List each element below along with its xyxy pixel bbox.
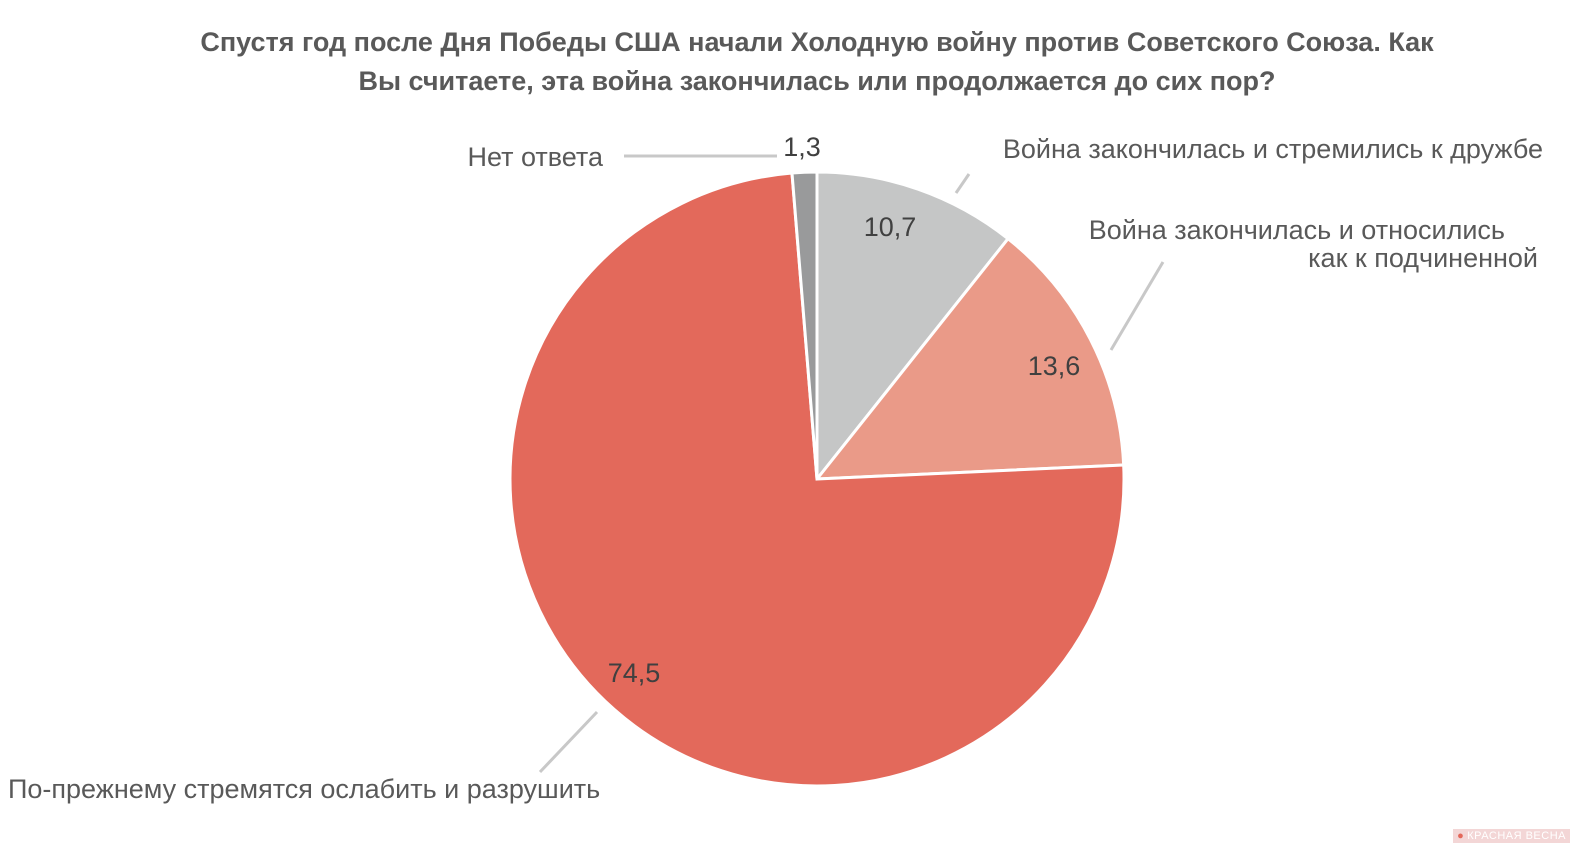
category-label-4: Нет ответа	[467, 142, 603, 172]
watermark-text: КРАСНАЯ ВЕСНА	[1467, 830, 1566, 842]
pie-slice-3	[508, 171, 1126, 788]
chart-title: Спустя год после Дня Победы США начали Х…	[200, 27, 1434, 96]
value-labels: 10,7 13,6 74,5 1,3	[608, 132, 1081, 688]
category-label-3-line-1: По-прежнему стремятся ослабить и разруши…	[8, 774, 600, 804]
category-label-1: Война закончилась и стремились к дружбе	[1003, 134, 1543, 164]
leader-line-3	[538, 710, 599, 774]
watermark-badge: ● КРАСНАЯ ВЕСНА	[1453, 829, 1570, 843]
pie-slice-2	[813, 236, 1126, 481]
leader-line-1	[954, 173, 971, 194]
chart-title-line-2: Вы считаете, эта война закончилась или п…	[358, 66, 1275, 96]
category-label-1-line-1: Война закончилась и стремились к дружбе	[1003, 134, 1543, 164]
leader-line-2	[1109, 261, 1165, 351]
pie-slices	[508, 170, 1126, 788]
category-labels: Война закончилась и стремились к дружбе В…	[8, 134, 1543, 804]
value-label-3: 74,5	[608, 658, 661, 688]
pie-slice-1	[815, 170, 1011, 484]
value-label-2: 13,6	[1028, 351, 1081, 381]
category-label-4-line-1: Нет ответа	[467, 142, 603, 172]
value-label-1: 10,7	[864, 212, 917, 242]
category-label-2: Война закончилась и относились как к подч…	[1089, 215, 1538, 273]
category-label-2-line-1: Война закончилась и относились	[1089, 215, 1505, 245]
category-label-3: По-прежнему стремятся ослабить и разруши…	[8, 774, 600, 804]
leader-lines	[538, 154, 1165, 774]
category-label-2-line-2: как к подчиненной	[1308, 243, 1538, 273]
chart-title-line-1: Спустя год после Дня Победы США начали Х…	[200, 27, 1434, 57]
value-label-4: 1,3	[783, 132, 821, 162]
watermark-dot-icon: ●	[1457, 830, 1465, 842]
pie-slice-4	[790, 170, 819, 480]
